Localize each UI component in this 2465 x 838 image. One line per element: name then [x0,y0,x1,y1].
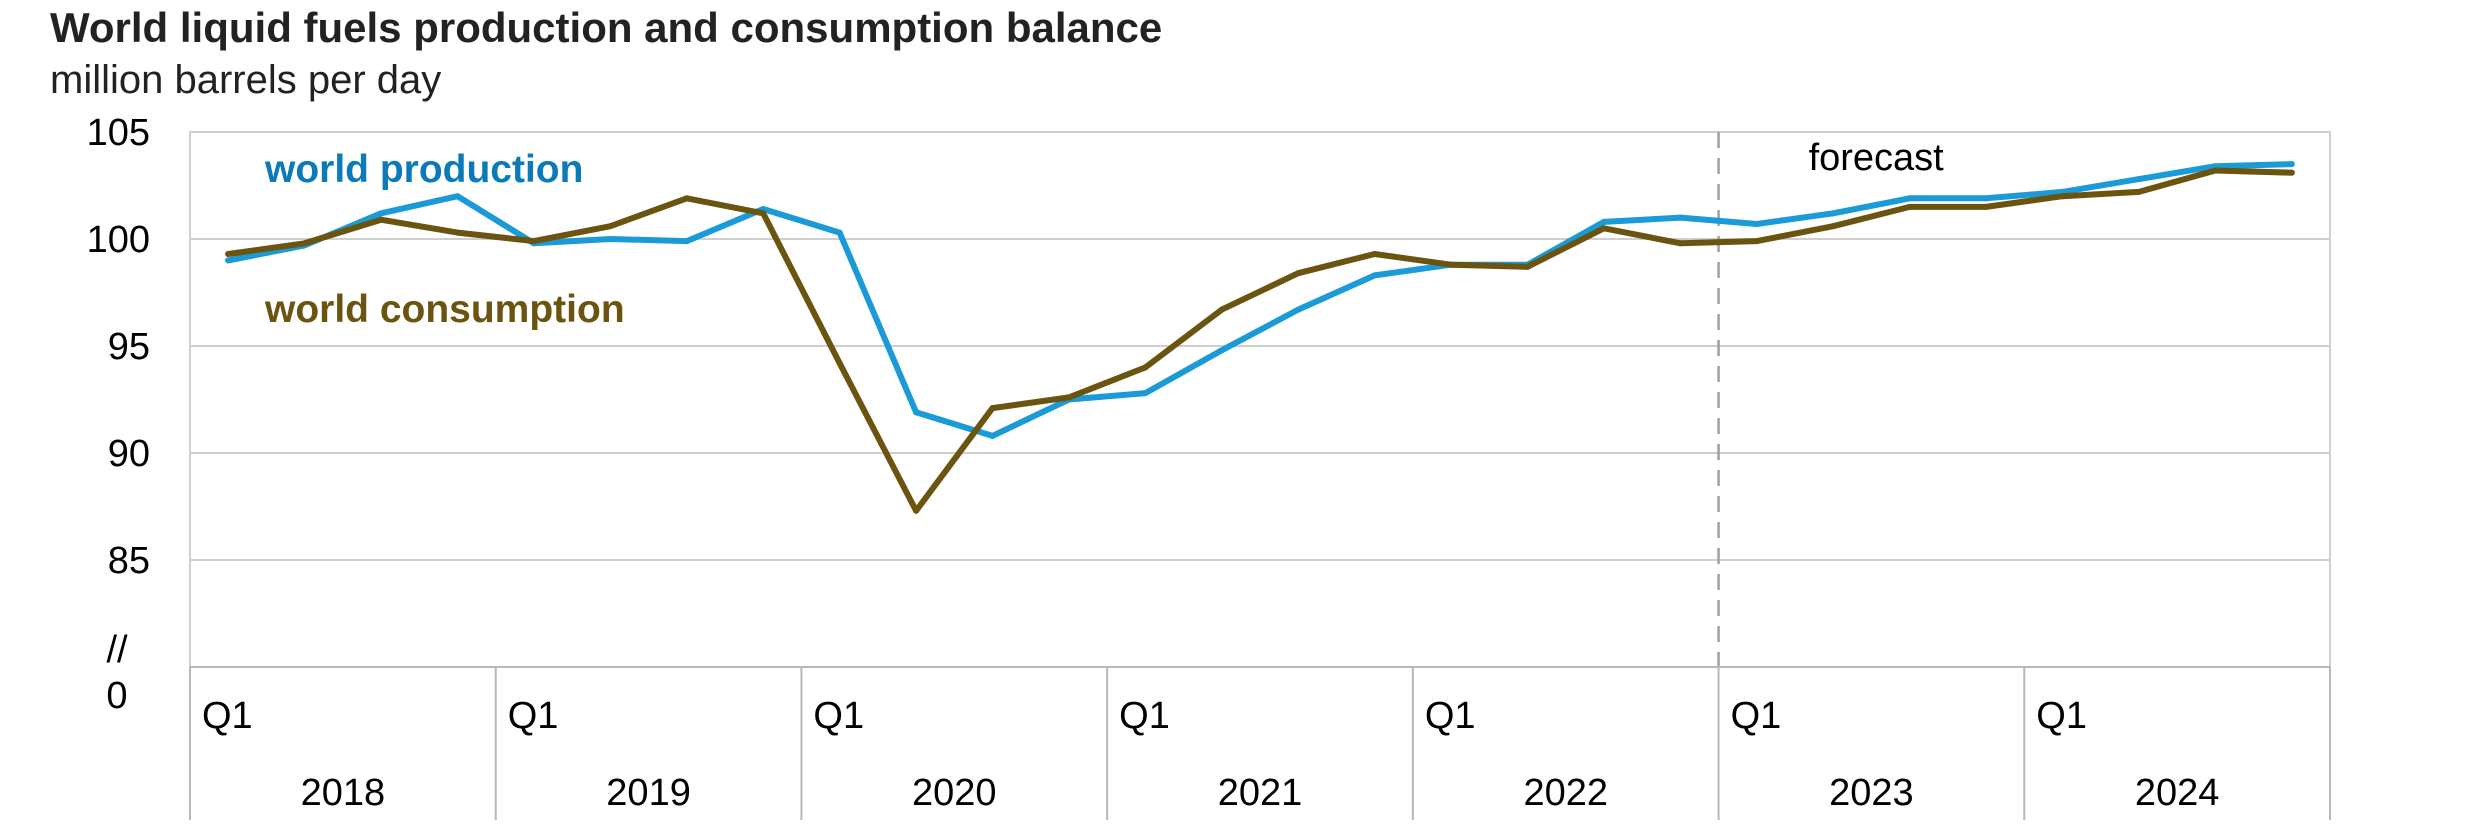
x-tick-label: Q1 [1425,695,1476,737]
data-point [1906,195,1913,202]
data-point [1448,261,1455,268]
y-zero-label: 0 [106,675,127,717]
x-tick-label: Q1 [813,695,864,737]
y-tick-label: 95 [108,326,150,368]
data-point [2288,161,2295,168]
data-point [1065,394,1072,401]
x-tick-label: Q1 [1731,695,1782,737]
x-tick-label: Q1 [1119,695,1170,737]
data-point [2288,169,2295,176]
data-point [1830,210,1837,217]
y-tick-label: 90 [108,433,150,475]
plot-frame [189,131,2331,668]
data-point [1677,214,1684,221]
data-point [989,405,996,412]
data-point [1983,203,1990,210]
data-point [607,223,614,230]
data-point [1295,306,1302,313]
data-point [683,238,690,245]
data-point [2059,193,2066,200]
data-point [1142,364,1149,371]
year-label: 2022 [1523,772,1608,814]
data-point [1371,250,1378,257]
data-point [225,250,232,257]
year-label: 2024 [2135,772,2220,814]
data-point [683,195,690,202]
year-label: 2020 [912,772,997,814]
y-axis-break: // [106,629,128,671]
data-point [1830,223,1837,230]
data-point [1906,203,1913,210]
year-label: 2023 [1829,772,1914,814]
data-point [1677,240,1684,247]
data-point [530,238,537,245]
series-label: world consumption [264,288,625,331]
year-label: 2019 [606,772,691,814]
x-tick-label: Q1 [2036,695,2087,737]
data-point [836,229,843,236]
data-point [454,229,461,236]
data-point [607,236,614,242]
data-point [2135,188,2142,195]
data-point [454,193,461,200]
data-point [2135,176,2142,183]
data-point [913,507,920,514]
data-point [836,360,843,367]
data-point [1753,238,1760,245]
data-point [913,409,920,416]
data-point [378,216,385,223]
forecast-label: forecast [1809,137,1945,179]
data-point [989,432,996,439]
data-point [1218,306,1225,313]
data-point [2212,167,2219,174]
series-label: world production [264,148,583,191]
data-point [378,210,385,217]
x-tick-label: Q1 [508,695,559,737]
data-point [1295,270,1302,277]
series-line-world-production [225,161,2295,439]
x-tick-label: Q1 [202,695,253,737]
data-point [1218,347,1225,354]
data-point [1600,225,1607,232]
chart-subtitle: million barrels per day [50,58,442,102]
data-point [1371,272,1378,279]
data-point [1142,390,1149,397]
data-point [225,257,232,264]
data-point [1600,218,1607,225]
data-point [1753,221,1760,228]
year-label: 2018 [301,772,386,814]
series-line-world-consumption [225,167,2295,514]
data-point [760,210,767,217]
chart-title: World liquid fuels production and consum… [50,4,1163,51]
y-tick-label: 85 [108,540,150,582]
data-point [1983,195,1990,202]
year-label: 2021 [1218,772,1303,814]
data-point [301,240,308,247]
y-tick-label: 100 [87,219,150,261]
y-tick-label: 105 [87,112,150,154]
data-point [1524,263,1531,270]
